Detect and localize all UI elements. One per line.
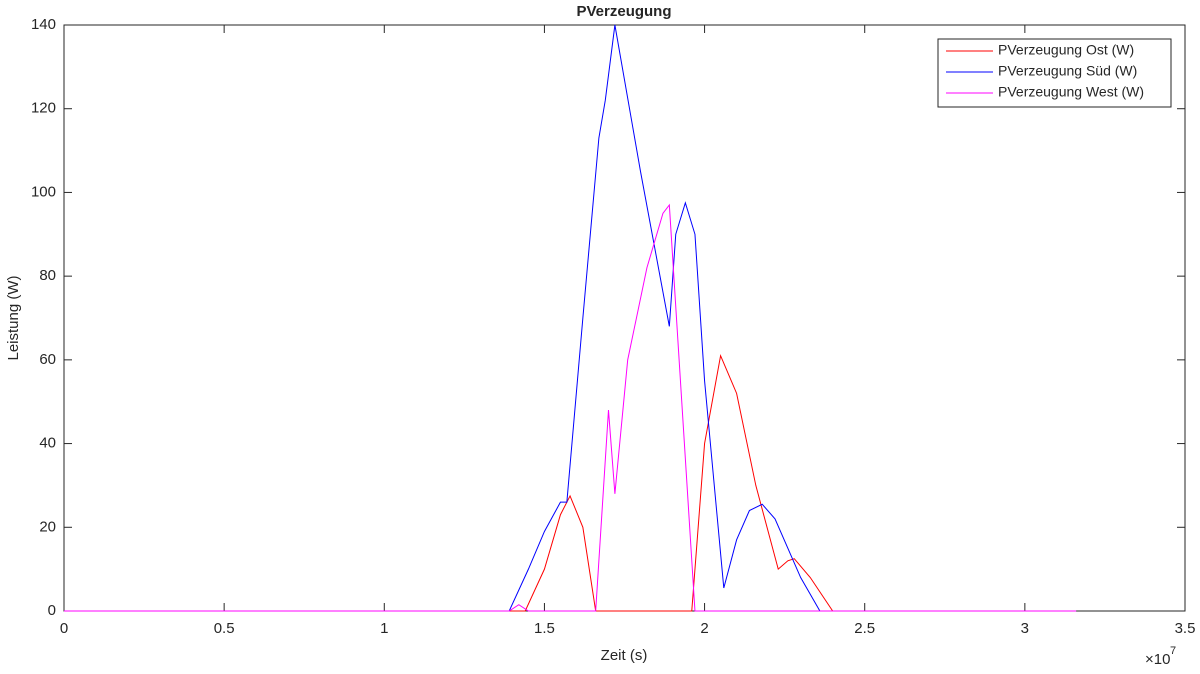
x-axis-label: Zeit (s) (601, 647, 648, 664)
line-series (64, 24, 1077, 612)
line-series (64, 353, 1077, 612)
x-tick-label: 2 (700, 620, 708, 637)
y-tick-label: 60 (39, 351, 56, 368)
x-tick-label: 3 (1021, 620, 1029, 637)
x-tick-label: 1.5 (534, 620, 555, 637)
plot-area (63, 24, 1186, 612)
x-tick-label: 3.5 (1175, 620, 1196, 637)
legend-label: PVerzeugung West (W) (998, 84, 1144, 100)
x-tick-label: 0.5 (214, 620, 235, 637)
chart-title: PVerzeugung (576, 3, 671, 20)
x-tick-label: 1 (380, 620, 388, 637)
y-tick-label: 140 (31, 16, 56, 33)
y-tick-label: 20 (39, 518, 56, 535)
x-tick-label: 2.5 (854, 620, 875, 637)
legend-label: PVerzeugung Ost (W) (998, 42, 1134, 58)
legend-label: PVerzeugung Süd (W) (998, 63, 1137, 79)
y-tick-label: 120 (31, 100, 56, 117)
y-axis-label: Leistung (W) (5, 275, 22, 360)
legend-box (937, 38, 1172, 108)
y-tick-label: 100 (31, 183, 56, 200)
y-tick-label: 80 (39, 267, 56, 284)
x-tick-label: 0 (60, 620, 68, 637)
y-tick-label: 0 (48, 602, 56, 619)
y-tick-label: 40 (39, 435, 56, 452)
x-exponent-base: ×10 (1145, 651, 1170, 668)
line-series (64, 203, 1077, 612)
x-exponent: 7 (1170, 645, 1176, 657)
